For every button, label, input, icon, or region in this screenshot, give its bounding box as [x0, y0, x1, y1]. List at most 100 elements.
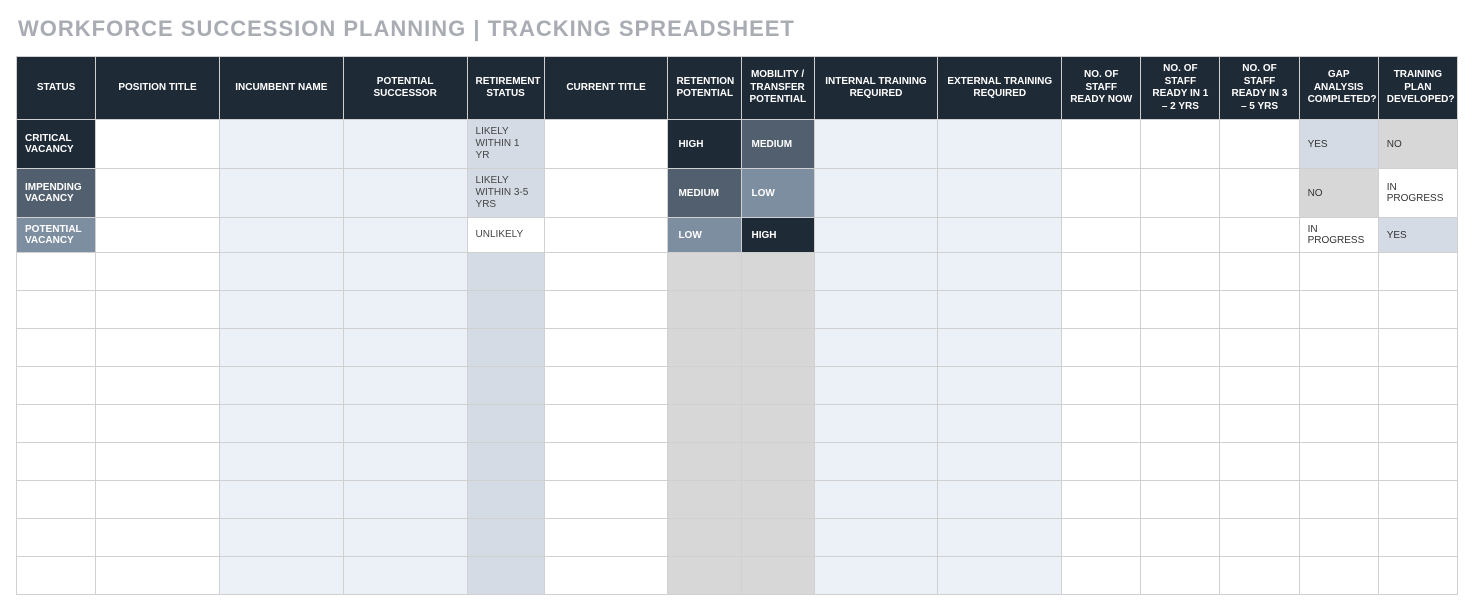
cell-staff_35[interactable] — [1220, 218, 1299, 253]
cell-staff_now[interactable] — [1062, 120, 1141, 169]
cell-gap_analysis[interactable]: IN PROGRESS — [1299, 218, 1378, 253]
cell-position_title[interactable] — [96, 481, 220, 519]
cell-retirement_status[interactable] — [467, 557, 544, 595]
cell-staff_35[interactable] — [1220, 557, 1299, 595]
cell-status[interactable] — [17, 557, 96, 595]
cell-staff_12[interactable] — [1141, 405, 1220, 443]
cell-staff_now[interactable] — [1062, 218, 1141, 253]
cell-staff_now[interactable] — [1062, 405, 1141, 443]
cell-mobility_potential[interactable]: LOW — [741, 169, 814, 218]
cell-potential_successor[interactable] — [343, 169, 467, 218]
cell-internal_training[interactable] — [814, 443, 938, 481]
cell-external_training[interactable] — [938, 557, 1062, 595]
cell-internal_training[interactable] — [814, 120, 938, 169]
cell-mobility_potential[interactable]: MEDIUM — [741, 120, 814, 169]
cell-mobility_potential[interactable] — [741, 519, 814, 557]
cell-training_plan[interactable] — [1378, 519, 1457, 557]
cell-staff_12[interactable] — [1141, 481, 1220, 519]
cell-training_plan[interactable] — [1378, 329, 1457, 367]
cell-status[interactable] — [17, 291, 96, 329]
cell-retirement_status[interactable] — [467, 443, 544, 481]
cell-incumbent_name[interactable] — [219, 405, 343, 443]
cell-retention_potential[interactable] — [668, 367, 741, 405]
cell-gap_analysis[interactable] — [1299, 367, 1378, 405]
cell-incumbent_name[interactable] — [219, 481, 343, 519]
cell-gap_analysis[interactable]: YES — [1299, 120, 1378, 169]
cell-potential_successor[interactable] — [343, 443, 467, 481]
cell-internal_training[interactable] — [814, 519, 938, 557]
cell-training_plan[interactable]: NO — [1378, 120, 1457, 169]
cell-status[interactable]: POTENTIAL VACANCY — [17, 218, 96, 253]
cell-staff_12[interactable] — [1141, 218, 1220, 253]
cell-current_title[interactable] — [544, 291, 668, 329]
cell-staff_12[interactable] — [1141, 329, 1220, 367]
cell-position_title[interactable] — [96, 120, 220, 169]
cell-staff_12[interactable] — [1141, 253, 1220, 291]
cell-internal_training[interactable] — [814, 253, 938, 291]
cell-retention_potential[interactable] — [668, 557, 741, 595]
cell-staff_now[interactable] — [1062, 367, 1141, 405]
cell-current_title[interactable] — [544, 253, 668, 291]
cell-staff_12[interactable] — [1141, 557, 1220, 595]
cell-mobility_potential[interactable] — [741, 557, 814, 595]
cell-current_title[interactable] — [544, 367, 668, 405]
cell-staff_now[interactable] — [1062, 329, 1141, 367]
cell-training_plan[interactable] — [1378, 481, 1457, 519]
cell-retention_potential[interactable] — [668, 519, 741, 557]
cell-potential_successor[interactable] — [343, 405, 467, 443]
cell-staff_12[interactable] — [1141, 169, 1220, 218]
cell-retirement_status[interactable]: LIKELY WITHIN 1 YR — [467, 120, 544, 169]
cell-staff_now[interactable] — [1062, 519, 1141, 557]
cell-status[interactable] — [17, 443, 96, 481]
cell-gap_analysis[interactable]: NO — [1299, 169, 1378, 218]
cell-staff_12[interactable] — [1141, 367, 1220, 405]
cell-retention_potential[interactable] — [668, 291, 741, 329]
cell-external_training[interactable] — [938, 329, 1062, 367]
cell-staff_12[interactable] — [1141, 519, 1220, 557]
cell-external_training[interactable] — [938, 481, 1062, 519]
cell-retirement_status[interactable] — [467, 253, 544, 291]
cell-staff_35[interactable] — [1220, 120, 1299, 169]
cell-internal_training[interactable] — [814, 367, 938, 405]
cell-gap_analysis[interactable] — [1299, 443, 1378, 481]
cell-current_title[interactable] — [544, 405, 668, 443]
cell-retirement_status[interactable] — [467, 405, 544, 443]
cell-current_title[interactable] — [544, 169, 668, 218]
cell-status[interactable] — [17, 253, 96, 291]
cell-position_title[interactable] — [96, 367, 220, 405]
cell-internal_training[interactable] — [814, 405, 938, 443]
cell-gap_analysis[interactable] — [1299, 405, 1378, 443]
cell-staff_35[interactable] — [1220, 291, 1299, 329]
cell-staff_now[interactable] — [1062, 481, 1141, 519]
cell-external_training[interactable] — [938, 120, 1062, 169]
cell-retirement_status[interactable]: UNLIKELY — [467, 218, 544, 253]
cell-position_title[interactable] — [96, 329, 220, 367]
cell-position_title[interactable] — [96, 169, 220, 218]
cell-mobility_potential[interactable] — [741, 329, 814, 367]
cell-staff_12[interactable] — [1141, 120, 1220, 169]
cell-external_training[interactable] — [938, 253, 1062, 291]
cell-staff_35[interactable] — [1220, 443, 1299, 481]
cell-training_plan[interactable]: IN PROGRESS — [1378, 169, 1457, 218]
cell-external_training[interactable] — [938, 367, 1062, 405]
cell-status[interactable] — [17, 367, 96, 405]
cell-internal_training[interactable] — [814, 218, 938, 253]
cell-mobility_potential[interactable]: HIGH — [741, 218, 814, 253]
cell-potential_successor[interactable] — [343, 519, 467, 557]
cell-retention_potential[interactable]: HIGH — [668, 120, 741, 169]
cell-status[interactable] — [17, 481, 96, 519]
cell-gap_analysis[interactable] — [1299, 253, 1378, 291]
cell-internal_training[interactable] — [814, 481, 938, 519]
cell-mobility_potential[interactable] — [741, 291, 814, 329]
cell-position_title[interactable] — [96, 253, 220, 291]
cell-incumbent_name[interactable] — [219, 291, 343, 329]
cell-retirement_status[interactable] — [467, 291, 544, 329]
cell-staff_now[interactable] — [1062, 557, 1141, 595]
cell-staff_35[interactable] — [1220, 329, 1299, 367]
cell-position_title[interactable] — [96, 557, 220, 595]
cell-gap_analysis[interactable] — [1299, 557, 1378, 595]
cell-retirement_status[interactable] — [467, 367, 544, 405]
cell-internal_training[interactable] — [814, 329, 938, 367]
cell-staff_now[interactable] — [1062, 253, 1141, 291]
cell-staff_now[interactable] — [1062, 443, 1141, 481]
